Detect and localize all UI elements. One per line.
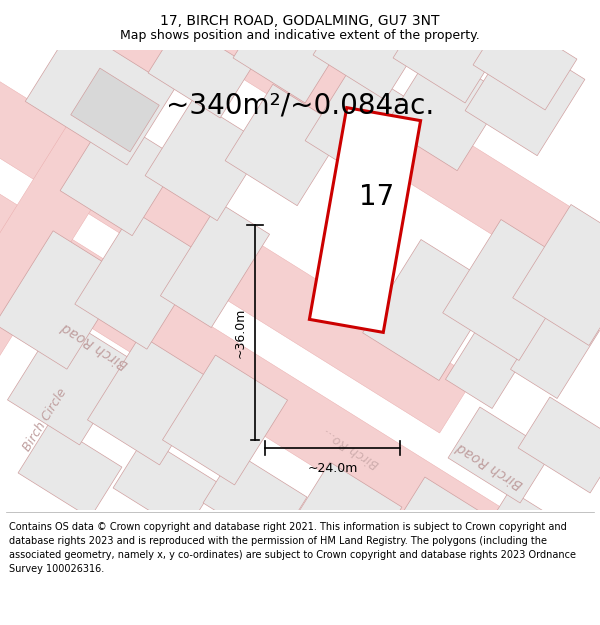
Polygon shape bbox=[0, 231, 125, 369]
Text: Map shows position and indicative extent of the property.: Map shows position and indicative extent… bbox=[120, 29, 480, 42]
Polygon shape bbox=[163, 355, 287, 485]
Polygon shape bbox=[310, 107, 421, 332]
Polygon shape bbox=[0, 154, 600, 625]
Polygon shape bbox=[385, 49, 505, 171]
Polygon shape bbox=[445, 311, 535, 409]
Polygon shape bbox=[305, 64, 425, 186]
Text: ~340m²/~0.084ac.: ~340m²/~0.084ac. bbox=[166, 91, 434, 119]
Text: ~24.0m: ~24.0m bbox=[307, 462, 358, 475]
Text: Birch Road: Birch Road bbox=[59, 319, 131, 371]
Polygon shape bbox=[313, 4, 417, 100]
Polygon shape bbox=[25, 25, 175, 165]
Text: ~36.0m: ~36.0m bbox=[233, 308, 247, 358]
Polygon shape bbox=[145, 99, 265, 221]
Polygon shape bbox=[0, 7, 474, 433]
Polygon shape bbox=[148, 22, 252, 118]
Polygon shape bbox=[0, 1, 200, 459]
Text: Birch Circle: Birch Circle bbox=[20, 386, 70, 454]
Polygon shape bbox=[362, 239, 497, 381]
Polygon shape bbox=[393, 7, 497, 103]
Polygon shape bbox=[465, 34, 585, 156]
Text: 17, BIRCH ROAD, GODALMING, GU7 3NT: 17, BIRCH ROAD, GODALMING, GU7 3NT bbox=[160, 14, 440, 28]
Polygon shape bbox=[473, 14, 577, 110]
Text: Contains OS data © Crown copyright and database right 2021. This information is : Contains OS data © Crown copyright and d… bbox=[9, 521, 576, 574]
Polygon shape bbox=[233, 7, 337, 103]
Polygon shape bbox=[7, 315, 133, 445]
Polygon shape bbox=[113, 437, 217, 533]
Polygon shape bbox=[393, 477, 497, 573]
Polygon shape bbox=[298, 462, 402, 558]
Text: Birch Ro...: Birch Ro... bbox=[320, 426, 382, 471]
Polygon shape bbox=[60, 114, 180, 236]
Polygon shape bbox=[160, 202, 269, 328]
Polygon shape bbox=[203, 452, 307, 548]
Polygon shape bbox=[448, 407, 552, 503]
Polygon shape bbox=[225, 84, 345, 206]
Polygon shape bbox=[71, 68, 159, 152]
Polygon shape bbox=[18, 422, 122, 518]
Polygon shape bbox=[512, 204, 600, 346]
Text: 17: 17 bbox=[359, 183, 395, 211]
Polygon shape bbox=[88, 335, 212, 465]
Polygon shape bbox=[511, 301, 599, 399]
Text: Birch Road: Birch Road bbox=[454, 439, 526, 491]
Polygon shape bbox=[75, 211, 205, 349]
Polygon shape bbox=[443, 219, 577, 361]
Polygon shape bbox=[518, 397, 600, 493]
Polygon shape bbox=[0, 0, 600, 386]
Polygon shape bbox=[478, 490, 582, 586]
